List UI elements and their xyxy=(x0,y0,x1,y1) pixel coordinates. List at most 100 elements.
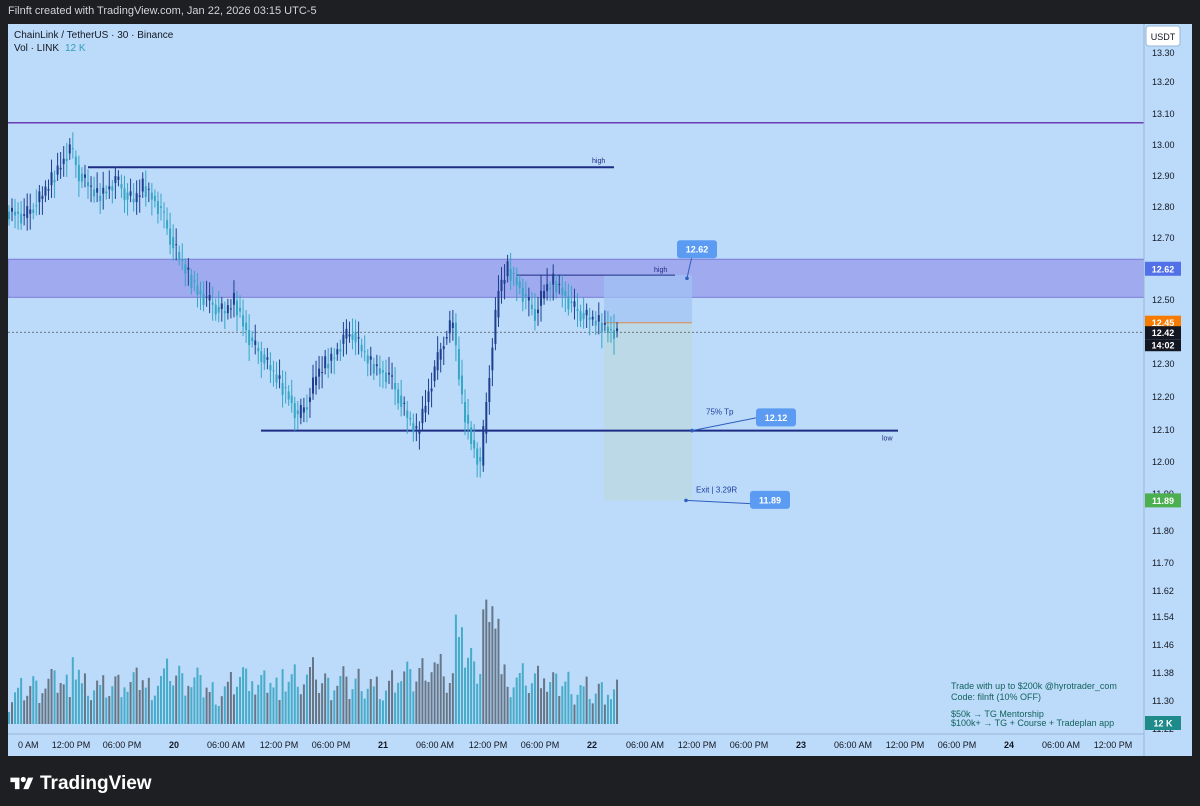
volume-bar xyxy=(141,680,144,724)
candle-body xyxy=(567,296,570,310)
candle-body xyxy=(573,301,576,307)
volume-bar xyxy=(485,599,488,724)
candle-body xyxy=(80,173,83,182)
candle-body xyxy=(150,192,153,200)
candle-body xyxy=(208,294,211,301)
volume-bar xyxy=(448,683,451,724)
candle-body xyxy=(530,304,533,309)
candle-body xyxy=(479,457,482,462)
volume-bar xyxy=(418,668,421,724)
candle-body xyxy=(391,375,394,377)
volume-bar xyxy=(217,706,220,724)
volume-bar xyxy=(284,691,287,724)
candle-body xyxy=(454,322,457,346)
currency-button[interactable]: USDT xyxy=(1145,25,1181,47)
price-tick-label: 13.00 xyxy=(1152,140,1175,150)
volume-bar xyxy=(409,669,412,724)
candle-body xyxy=(555,281,558,293)
candle-body xyxy=(503,279,506,284)
volume-bar xyxy=(196,667,199,724)
candle-body xyxy=(369,356,372,360)
candle-body xyxy=(427,391,430,403)
candle-body xyxy=(211,302,214,305)
plot-area[interactable] xyxy=(8,24,1144,734)
volume-bar xyxy=(324,673,327,724)
volume-bar xyxy=(235,686,238,724)
volume-bar xyxy=(272,687,275,724)
last-price-badge-bg xyxy=(1145,326,1181,340)
volume-bar xyxy=(135,667,138,724)
candle-body xyxy=(235,300,238,316)
volume-bar xyxy=(126,691,129,724)
candle-body xyxy=(59,167,62,170)
volume-bar xyxy=(430,672,433,724)
volume-indicator-label: Vol · LINK xyxy=(14,43,59,54)
chart-frame[interactable]: high high low 12.62 75% Tp 12.12 Exit | 3.29R… xyxy=(8,24,1192,756)
candle-body xyxy=(272,370,275,372)
candle-body xyxy=(540,290,543,306)
price-tick-label: 11.38 xyxy=(1152,668,1174,678)
candle-body xyxy=(278,375,281,379)
candle-body xyxy=(44,186,47,196)
candle-body xyxy=(305,407,308,410)
time-tick-label: 12:00 PM xyxy=(678,740,717,750)
candle-body xyxy=(105,191,108,194)
volume-bar xyxy=(512,687,515,724)
candle-body xyxy=(56,165,59,175)
tp-connector xyxy=(691,417,757,432)
volume-bar xyxy=(515,677,518,724)
currency-label: USDT xyxy=(1151,32,1176,42)
volume-bar xyxy=(509,697,512,724)
candle-body xyxy=(585,309,588,316)
volume-bar xyxy=(521,663,524,724)
candle-body xyxy=(366,355,369,364)
time-tick-label: 06:00 PM xyxy=(730,740,769,750)
volume-bar xyxy=(391,670,394,724)
volume-bar xyxy=(80,683,83,724)
candle-body xyxy=(111,186,114,191)
candle-body xyxy=(606,326,609,333)
tradingview-logo[interactable]: TradingView xyxy=(10,772,152,796)
candle-body xyxy=(26,206,29,218)
chart-canvas[interactable]: high high low 12.62 75% Tp 12.12 Exit | 3.29R… xyxy=(8,24,1192,756)
volume-bar xyxy=(242,667,245,724)
volume-bar xyxy=(163,668,166,724)
volume-bar xyxy=(582,686,585,724)
exit-label: Exit | 3.29R xyxy=(696,485,737,494)
volume-bar xyxy=(412,691,415,724)
time-tick-label: 06:00 AM xyxy=(834,740,872,750)
candle-body xyxy=(199,290,202,295)
candle-body xyxy=(202,294,205,305)
volume-bar xyxy=(56,692,59,724)
volume-bar xyxy=(457,637,460,724)
volume-bar xyxy=(74,679,77,724)
promo-line-3: $50k → TG Mentorship xyxy=(951,709,1044,719)
candle-body xyxy=(178,251,181,260)
volume-bar xyxy=(613,689,615,724)
candle-body xyxy=(266,357,269,360)
candle-body xyxy=(23,214,26,216)
volume-bar xyxy=(573,704,576,724)
candle-body xyxy=(187,267,190,270)
callout-top-value: 12.62 xyxy=(686,245,709,255)
candle-body xyxy=(491,347,494,371)
volume-bar xyxy=(29,686,32,724)
volume-bar xyxy=(400,681,403,724)
volume-bar xyxy=(530,683,533,724)
volume-bar xyxy=(445,692,448,724)
volume-bar xyxy=(266,692,269,724)
exit-value: 11.89 xyxy=(759,495,781,505)
time-tick-label: 21 xyxy=(378,740,388,750)
volume-bar xyxy=(536,665,539,724)
price-tick-label: 11.46 xyxy=(1152,640,1174,650)
candle-body xyxy=(448,320,451,334)
volume-bar xyxy=(26,695,29,724)
volume-bar xyxy=(570,694,573,724)
price-tick-label: 11.62 xyxy=(1152,586,1174,596)
candle-body xyxy=(591,316,594,320)
volume-bar xyxy=(308,667,311,724)
price-tick-label: 12.30 xyxy=(1152,359,1175,369)
candle-body xyxy=(315,376,318,386)
candle-body xyxy=(597,315,600,322)
volume-bar xyxy=(403,671,406,724)
